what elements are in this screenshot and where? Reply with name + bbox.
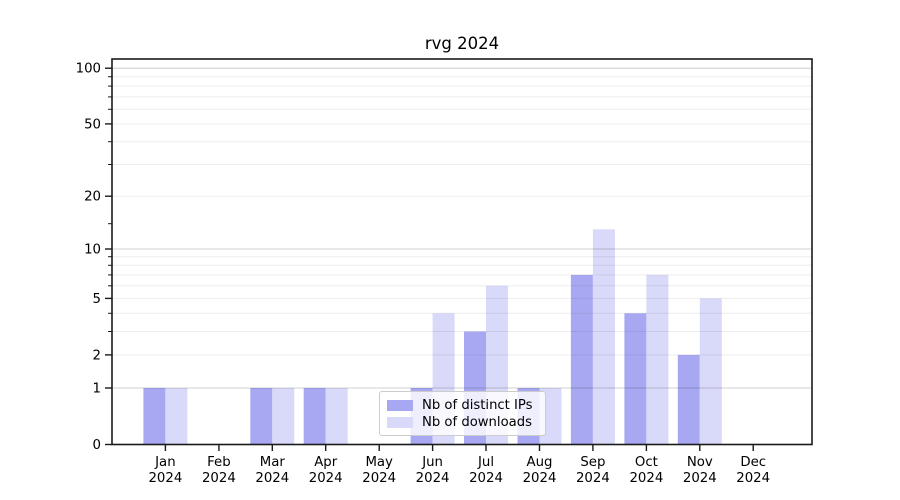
bar-downloads-apr xyxy=(325,388,348,445)
bar-distinct-ips-nov xyxy=(677,354,700,445)
x-tick-label-may: May 2024 xyxy=(362,455,396,486)
bar-distinct-ips-jan xyxy=(143,388,166,445)
y-tick-label-0: 0 xyxy=(93,438,101,453)
y-tick-label-100: 100 xyxy=(76,62,101,77)
legend-swatch-distinct-ips-icon xyxy=(387,400,413,411)
legend-label-distinct-ips: Nb of distinct IPs xyxy=(422,398,533,413)
plot-border xyxy=(111,58,813,446)
bar-distinct-ips-apr xyxy=(303,388,326,445)
x-tick-label-nov: Nov 2024 xyxy=(683,455,717,486)
x-tick-label-jun: Jun 2024 xyxy=(416,455,450,486)
x-tick-label-jul: Jul 2024 xyxy=(469,455,503,486)
bar-distinct-ips-mar xyxy=(250,388,273,445)
x-tick-label-aug: Aug 2024 xyxy=(523,455,557,486)
y-tick-label-50: 50 xyxy=(84,117,101,132)
x-tick-label-sep: Sep 2024 xyxy=(576,455,610,486)
legend-swatch-downloads-icon xyxy=(387,417,413,428)
bar-downloads-sep xyxy=(592,229,615,445)
bar-distinct-ips-sep xyxy=(570,274,593,445)
legend-row-distinct-ips: Nb of distinct IPs xyxy=(387,397,539,414)
y-tick-label-1: 1 xyxy=(93,382,101,397)
bar-downloads-jan xyxy=(165,388,188,445)
x-tick-label-feb: Feb 2024 xyxy=(202,455,236,486)
legend-label-downloads: Nb of downloads xyxy=(422,415,532,430)
x-tick-label-mar: Mar 2024 xyxy=(255,455,289,486)
y-tick-label-20: 20 xyxy=(84,190,101,205)
x-tick-label-oct: Oct 2024 xyxy=(629,455,663,486)
chart-title: rvg 2024 xyxy=(424,34,500,53)
bar-distinct-ips-oct xyxy=(624,313,647,445)
bar-downloads-mar xyxy=(272,388,295,445)
bar-downloads-oct xyxy=(646,274,669,445)
y-tick-label-2: 2 xyxy=(93,348,101,363)
x-tick-label-dec: Dec 2024 xyxy=(736,455,770,486)
x-tick-label-jan: Jan 2024 xyxy=(148,455,182,486)
bar-downloads-nov xyxy=(699,298,722,445)
y-tick-label-10: 10 xyxy=(84,243,101,258)
legend-row-downloads: Nb of downloads xyxy=(387,414,539,431)
legend: Nb of distinct IPs Nb of downloads xyxy=(379,391,546,436)
y-tick-label-5: 5 xyxy=(93,292,101,307)
x-tick-label-apr: Apr 2024 xyxy=(309,455,343,486)
